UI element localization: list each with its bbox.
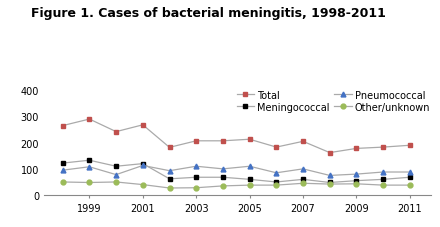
Legend: Total, Meningococcal, Pneumococcal, Other/unknown: Total, Meningococcal, Pneumococcal, Othe… — [237, 90, 430, 112]
Text: Figure 1. Cases of bacterial meningitis, 1998-2011: Figure 1. Cases of bacterial meningitis,… — [31, 7, 386, 20]
